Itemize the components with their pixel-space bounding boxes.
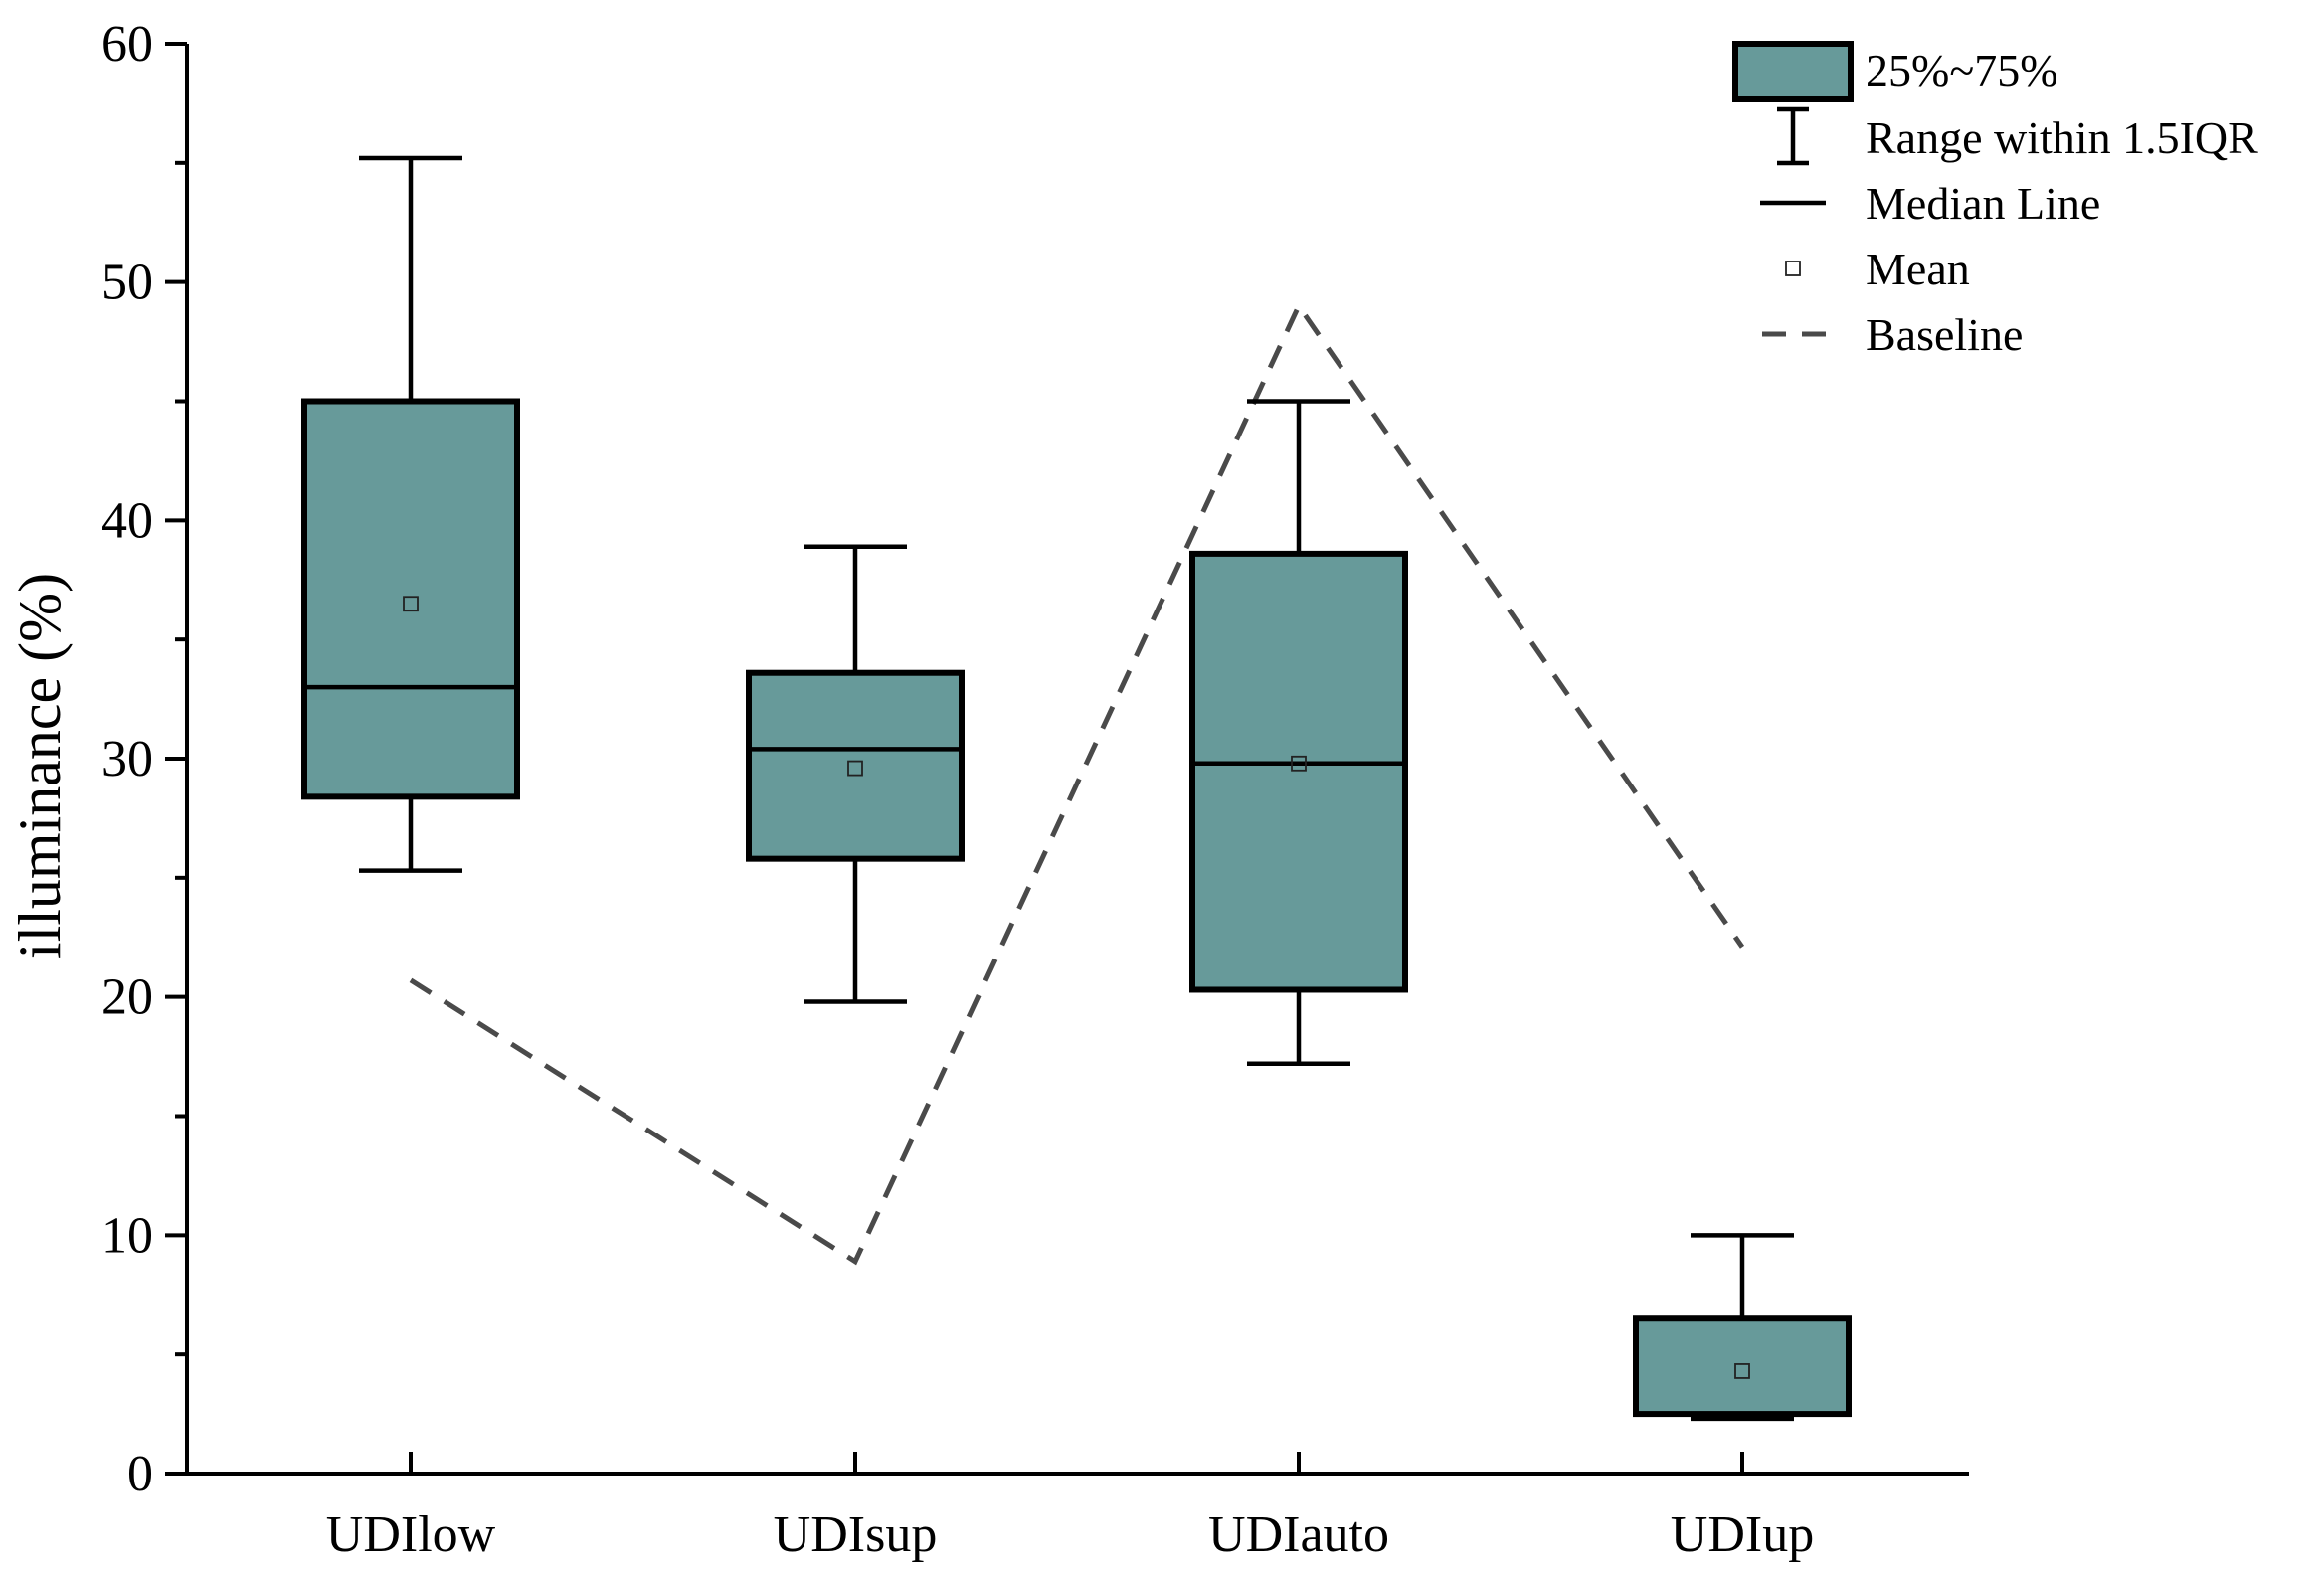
legend-box-swatch <box>1732 41 1854 102</box>
box-UDIauto <box>1189 399 1408 1067</box>
y-tick-label: 30 <box>101 731 153 787</box>
x-tick-label: UDIauto <box>1208 1506 1389 1563</box>
x-tick-label: UDIup <box>1671 1506 1814 1563</box>
legend-entry-baseline: Baseline <box>1762 309 2023 360</box>
legend-mean-swatch <box>1785 261 1801 276</box>
box-UDIup <box>1633 1233 1852 1422</box>
x-tick-label: UDIlow <box>326 1506 496 1563</box>
y-tick-label: 0 <box>127 1446 153 1502</box>
legend-label: 25%~75% <box>1866 45 2058 95</box>
y-tick-label: 60 <box>101 16 153 73</box>
box-UDIlow <box>301 155 520 873</box>
legend-label: Median Line <box>1866 178 2100 229</box>
legend-entry-box: 25%~75% <box>1732 41 2058 102</box>
box-iqr <box>1633 1315 1852 1418</box>
box-iqr <box>746 669 965 862</box>
legend-entry-whisker: Range within 1.5IQR <box>1777 106 2258 166</box>
legend-entry-mean: Mean <box>1785 244 1970 294</box>
legend-label: Mean <box>1866 244 1970 294</box>
boxes-layer <box>301 155 1852 1422</box>
mean-marker <box>1734 1363 1750 1379</box>
axes-layer: 0 10 20 30 40 50 60 UDIlow UDIsup UDIauto UDIup <box>101 16 1969 1563</box>
box-iqr <box>1189 550 1408 993</box>
mean-marker <box>403 596 419 612</box>
legend: 25%~75% Range within 1.5IQR Median Line Mea… <box>1732 41 2258 360</box>
box-iqr <box>301 398 520 800</box>
x-tick-label: UDIsup <box>774 1506 938 1563</box>
box-UDIsup <box>746 544 965 1004</box>
y-tick-label: 20 <box>101 969 153 1026</box>
y-tick-label: 40 <box>101 492 153 549</box>
legend-label: Range within 1.5IQR <box>1866 112 2258 163</box>
y-axis-title: illuminance (%) <box>7 573 73 959</box>
y-tick-label: 10 <box>101 1207 153 1264</box>
legend-entry-median: Median Line <box>1760 178 2100 229</box>
baseline-layer <box>409 300 1745 1266</box>
legend-label: Baseline <box>1866 309 2023 360</box>
y-tick-label: 50 <box>101 255 153 311</box>
mean-marker <box>847 760 863 777</box>
baseline-series-line <box>409 300 1745 1266</box>
mean-marker <box>1291 755 1307 772</box>
